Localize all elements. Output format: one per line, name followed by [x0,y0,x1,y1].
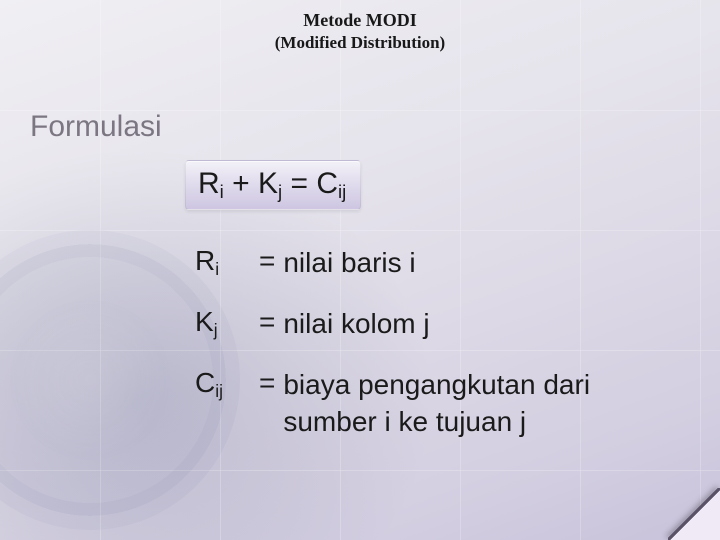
slide-title-block: Metode MODI (Modified Distribution) [0,10,720,53]
definition-eq: = [259,367,283,399]
definition-text: nilai kolom j [283,306,429,343]
definition-text: biaya pengangkutan dari sumber i ke tuju… [283,367,673,441]
formula-equals: = [282,167,316,200]
definition-symbol: Kj [195,306,259,341]
section-heading: Formulasi [30,110,162,144]
formula-box: Ri + Kj = Cij [185,160,361,210]
formula-c-sub: ij [338,181,346,202]
definition-row: Kj = nilai kolom j [195,306,673,343]
def-sub: ij [215,381,223,401]
formula-k-var: K [258,167,278,200]
title-line-2: (Modified Distribution) [0,33,720,53]
definition-eq: = [259,306,283,338]
formula-plus: + [224,167,258,200]
definition-row: Ri = nilai baris i [195,245,673,282]
def-sub: j [214,320,218,340]
definition-row: Cij = biaya pengangkutan dari sumber i k… [195,367,673,441]
definition-eq: = [259,245,283,277]
def-sub: i [215,259,219,279]
formula-c-var: C [316,167,338,200]
def-var: C [195,367,215,398]
def-var: R [195,245,215,276]
definition-text: nilai baris i [283,245,415,282]
formula-r-var: R [198,167,220,200]
definition-symbol: Cij [195,367,259,402]
definition-symbol: Ri [195,245,259,280]
page-curl-icon [668,488,720,540]
title-line-1: Metode MODI [0,10,720,31]
def-var: K [195,306,214,337]
definitions-list: Ri = nilai baris i Kj = nilai kolom j Ci… [195,245,673,465]
